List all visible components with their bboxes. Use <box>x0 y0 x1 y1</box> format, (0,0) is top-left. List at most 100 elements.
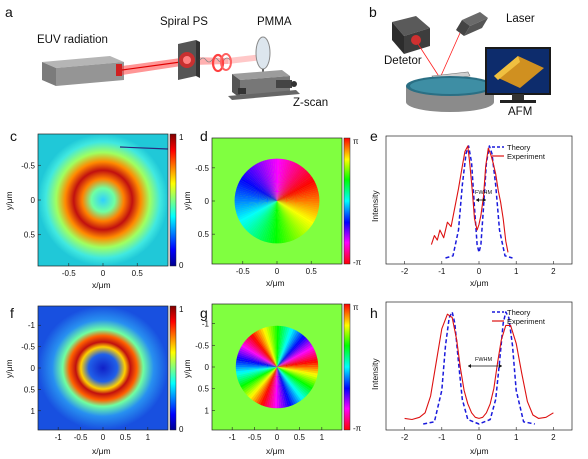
phase-sector <box>277 367 282 409</box>
phase-sector <box>264 201 277 244</box>
phase-wheel-d <box>234 158 320 244</box>
x-tick-label: -1 <box>438 267 446 276</box>
phase-sector <box>250 367 277 406</box>
phase-sector <box>277 158 299 201</box>
phase-sector <box>277 201 314 233</box>
phase-sector <box>277 201 307 239</box>
panel-e: e -2 -1 0 1 2 Theory Experiment FWHM x/μm In… <box>370 128 573 288</box>
phase-sector <box>242 167 277 201</box>
y-tick-label: 0.5 <box>24 231 36 240</box>
vortex-rings <box>211 53 232 73</box>
phase-sector <box>256 325 277 367</box>
phase-sector <box>237 173 277 201</box>
phase-sector <box>253 201 277 243</box>
afm-label: AFM <box>508 106 532 118</box>
y-axis-label-d: y/μm <box>182 191 192 210</box>
phase-sector <box>277 201 305 241</box>
phase-sector <box>262 201 277 244</box>
x-tick-label: 1 <box>146 433 151 442</box>
fwhm-marker-h <box>468 364 502 368</box>
phase-sector <box>269 158 277 201</box>
phase-sector <box>277 201 282 244</box>
panel-c: c 1 0 x/μm y/μm -0.5 0 0.5 -0.5 0 0.5 <box>4 128 184 290</box>
panel-b: b Lase <box>369 4 551 118</box>
legend-e: Theory Experiment <box>492 143 546 161</box>
phase-sector <box>243 367 277 400</box>
euv-source-box <box>42 56 124 86</box>
phase-sector <box>244 367 277 401</box>
phase-sector <box>235 367 277 379</box>
phase-sector <box>272 158 277 201</box>
pmma-label: PMMA <box>257 16 292 28</box>
phase-sector <box>234 201 277 216</box>
x-tick-label: -0.5 <box>248 433 262 442</box>
phase-sector <box>274 158 278 201</box>
phase-sector <box>258 367 277 409</box>
phase-sector <box>240 201 277 233</box>
panel-label-b: b <box>369 4 377 20</box>
phase-sector <box>277 198 320 202</box>
phase-sector <box>277 177 319 201</box>
phase-sector <box>241 336 277 367</box>
phase-sector <box>277 338 314 367</box>
phase-sector <box>277 367 318 390</box>
phase-sector <box>240 338 277 367</box>
phase-sector <box>277 188 320 201</box>
phase-sector <box>277 367 314 396</box>
phase-sector <box>277 367 296 409</box>
panel-h: h -2 -1 0 1 2 Theory Experiment FWHM x/μm In… <box>370 301 573 456</box>
heatmap-c-artifact <box>119 146 169 150</box>
colorbar-g <box>343 303 351 431</box>
phase-sector <box>277 367 310 401</box>
phase-sector <box>235 355 277 367</box>
colorbar-c <box>169 133 177 267</box>
phase-sector <box>256 367 277 409</box>
phase-sector <box>277 367 289 409</box>
x-tick-label: -2 <box>401 267 409 276</box>
phase-sector <box>234 201 277 211</box>
y-axis-label-e: Intensity <box>370 190 380 222</box>
y-axis-label-f: y/μm <box>4 359 14 378</box>
y-tick-label: 1 <box>31 407 36 416</box>
legend-h: Theory Experiment <box>492 308 546 326</box>
phase-sector <box>235 201 277 225</box>
x-tick-label: 0 <box>101 269 106 278</box>
phase-sector <box>238 367 277 394</box>
phase-sector <box>248 330 277 367</box>
phase-sector <box>245 201 277 238</box>
phase-sector <box>235 367 277 382</box>
x-tick-label: -2 <box>401 433 409 442</box>
fwhm-label-e: FWHM <box>475 190 493 196</box>
phase-sector <box>247 163 277 201</box>
x-axis-label-h: x/μm <box>470 446 489 456</box>
phase-sector <box>277 367 306 404</box>
phase-sector <box>277 191 320 201</box>
colorbar-d-max: π <box>353 137 359 146</box>
phase-sector <box>235 367 277 386</box>
phase-sector <box>236 175 277 201</box>
detector <box>392 16 430 54</box>
x-tick-label: 0 <box>101 433 106 442</box>
phase-wheel-g <box>235 325 319 409</box>
phase-sector <box>252 327 277 367</box>
phase-sector <box>277 201 310 236</box>
phase-sector <box>277 201 290 244</box>
phase-sector <box>244 333 277 367</box>
phase-sector <box>277 201 303 242</box>
phase-sector <box>277 163 307 201</box>
phase-sector <box>254 367 277 408</box>
phase-sector <box>236 367 277 390</box>
phase-sector <box>267 158 277 201</box>
phase-sector <box>277 367 319 386</box>
phase-sector <box>260 158 277 201</box>
colorbar-f <box>169 305 177 431</box>
phase-sector <box>240 169 277 201</box>
phase-sector <box>277 158 290 201</box>
phase-sector <box>277 179 320 201</box>
x-tick-label: 0 <box>275 267 280 276</box>
tick-group-c: -0.5 0 0.5 -0.5 0 0.5 <box>21 161 143 278</box>
phase-sector <box>265 367 277 409</box>
phase-sector <box>234 201 277 223</box>
x-tick-label: 0 <box>275 433 280 442</box>
x-tick-label: -1 <box>438 433 446 442</box>
